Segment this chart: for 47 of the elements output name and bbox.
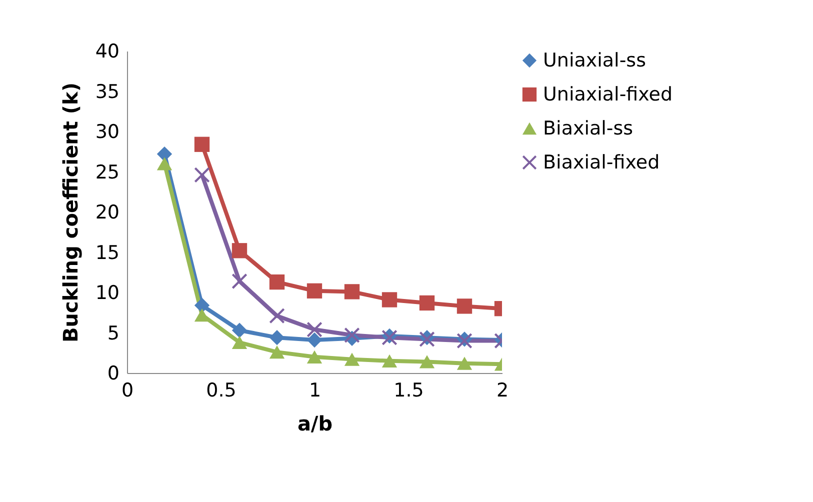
point bbox=[194, 308, 210, 322]
point bbox=[344, 352, 360, 366]
point bbox=[232, 322, 248, 338]
point bbox=[232, 336, 248, 349]
point bbox=[382, 292, 398, 308]
point bbox=[382, 354, 398, 368]
y-tick-label: 15 bbox=[95, 242, 120, 264]
point bbox=[344, 284, 360, 300]
x-tick-label: 1.5 bbox=[394, 380, 424, 402]
y-tick-label: 25 bbox=[95, 161, 120, 184]
point bbox=[419, 355, 435, 368]
point bbox=[194, 298, 210, 313]
point bbox=[419, 295, 435, 311]
point bbox=[232, 274, 248, 289]
point bbox=[269, 346, 285, 359]
y-tick-label: 30 bbox=[95, 121, 120, 143]
x-tick-label: 0 bbox=[121, 380, 134, 402]
point bbox=[232, 243, 248, 258]
point bbox=[269, 308, 285, 324]
point bbox=[344, 328, 360, 343]
point bbox=[456, 356, 472, 370]
point bbox=[306, 283, 322, 298]
y-tick-label: 20 bbox=[95, 202, 120, 224]
y-tick-label: 5 bbox=[107, 322, 120, 344]
y-tick-label: 35 bbox=[95, 80, 120, 103]
point bbox=[156, 146, 172, 162]
legend-label: Biaxial-fixed bbox=[543, 152, 660, 174]
x-tick-label: 2 bbox=[496, 380, 509, 402]
point bbox=[306, 332, 322, 348]
y-axis-title: Buckling coefficient (k) bbox=[58, 82, 82, 342]
point bbox=[306, 322, 322, 338]
point bbox=[194, 167, 210, 183]
legend-label: Uniaxial-fixed bbox=[543, 84, 673, 106]
x-tick-label: 1 bbox=[308, 380, 322, 402]
y-tick-label: 10 bbox=[95, 282, 120, 304]
x-axis-title: a/b bbox=[297, 412, 333, 436]
x-tick-label: 0.5 bbox=[206, 380, 236, 402]
point bbox=[269, 330, 285, 346]
point bbox=[194, 136, 210, 152]
point bbox=[456, 298, 472, 314]
point bbox=[156, 157, 172, 170]
legend-label: Uniaxial-ss bbox=[543, 50, 646, 72]
point bbox=[269, 274, 285, 290]
y-tick-label: 0 bbox=[107, 362, 120, 384]
legend-label: Biaxial-ss bbox=[543, 118, 634, 140]
point bbox=[306, 350, 322, 364]
y-tick-label: 40 bbox=[95, 40, 120, 62]
